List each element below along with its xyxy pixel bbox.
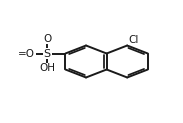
Text: Cl: Cl: [128, 35, 139, 45]
Text: OH: OH: [39, 63, 55, 73]
Text: O: O: [43, 34, 51, 44]
Text: =O: =O: [18, 48, 35, 59]
Text: S: S: [44, 48, 51, 59]
